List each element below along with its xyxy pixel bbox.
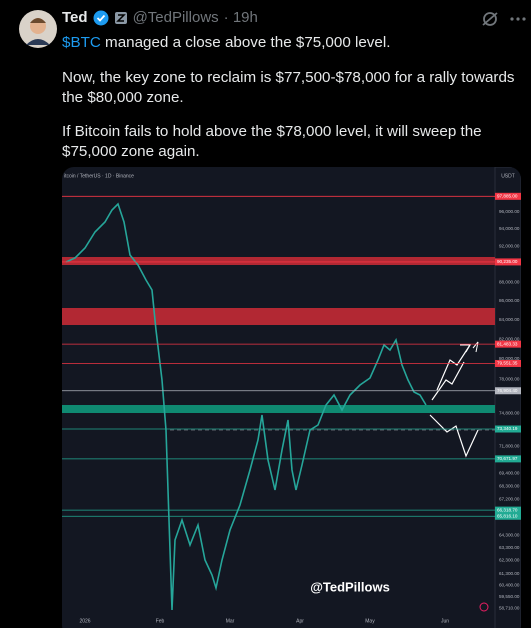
resistance-zone bbox=[62, 257, 495, 265]
price-tick-label: 94,000.00 bbox=[499, 226, 520, 231]
symbol: itcoin / TetherUS · 1D · Binance bbox=[64, 173, 134, 179]
tweet-header: Ted @TedPillows · 19h bbox=[62, 9, 258, 26]
avatar[interactable] bbox=[18, 9, 58, 49]
cashtag[interactable]: $BTC bbox=[62, 34, 101, 51]
price-axis bbox=[494, 167, 521, 628]
price-tick-label: 61,300.00 bbox=[499, 571, 520, 576]
tweet-actions[interactable] bbox=[480, 9, 530, 29]
verified-badge bbox=[93, 10, 109, 25]
price-tick-label: 69,400.00 bbox=[499, 471, 520, 476]
chart-bg bbox=[62, 167, 521, 628]
resistance-zone bbox=[62, 308, 495, 325]
price-tick-label: 63,300.00 bbox=[499, 545, 520, 550]
price-tick-label: 67,200.00 bbox=[499, 497, 520, 502]
price-tick-label: 82,000.00 bbox=[499, 336, 520, 341]
price-tick-label: 59,550.00 bbox=[499, 594, 520, 599]
level-label: 81,483.33 bbox=[497, 341, 518, 346]
x-tick-label: Apr bbox=[296, 618, 304, 624]
price-tick-label: 68,300.00 bbox=[499, 484, 520, 489]
price-tick-label: 74,800.00 bbox=[499, 410, 520, 415]
price-tick-label: 58,710.00 bbox=[499, 606, 520, 611]
scenario-arrows bbox=[429, 344, 479, 458]
x-tick-label: 2026 bbox=[79, 618, 90, 624]
level-label: 79,551.35 bbox=[497, 361, 518, 366]
timestamp[interactable]: · 19h bbox=[223, 9, 258, 26]
price-tick-label: 92,000.00 bbox=[499, 244, 520, 249]
tweet-text: If Bitcoin fails to hold above the $78,0… bbox=[62, 123, 482, 160]
level-tag bbox=[495, 455, 521, 463]
price-tick-label: 71,800.00 bbox=[499, 443, 520, 448]
price-tick-label: 86,000.00 bbox=[499, 298, 520, 303]
handle[interactable]: @TedPillows bbox=[132, 9, 219, 26]
price-tick-label: 64,300.00 bbox=[499, 532, 520, 537]
level-tag bbox=[495, 512, 521, 520]
level-label: 73,340.19 bbox=[497, 426, 518, 431]
currency: USDT bbox=[501, 173, 515, 179]
price-tick-label: 62,300.00 bbox=[499, 558, 520, 563]
level-tag bbox=[495, 258, 521, 266]
arrow-head bbox=[460, 341, 479, 353]
text: managed a close above the $75,000 level. bbox=[100, 34, 391, 51]
x-tick-label: Jun bbox=[441, 618, 449, 624]
price-tick-label: 60,400.00 bbox=[499, 583, 520, 588]
author-name[interactable]: Ted bbox=[62, 9, 88, 26]
price-tick-label: 88,000.00 bbox=[499, 279, 520, 284]
price-tick-label: 80,000.00 bbox=[499, 356, 520, 361]
event-icon bbox=[479, 602, 489, 612]
affiliate-badge bbox=[114, 11, 127, 24]
price-tick-label: 78,000.00 bbox=[499, 377, 520, 382]
level-tag bbox=[495, 387, 521, 395]
x-tick-label: Mar bbox=[226, 618, 235, 624]
price-tick-label: 84,000.00 bbox=[499, 317, 520, 322]
level-tag bbox=[495, 340, 521, 348]
level-label: 65,816.10 bbox=[497, 513, 518, 518]
x-tick-label: Feb bbox=[156, 618, 165, 624]
level-tag bbox=[495, 192, 521, 200]
level-tag bbox=[495, 425, 521, 433]
level-tag bbox=[495, 506, 521, 514]
tweet-text: $BTC managed a close above the $75,000 l… bbox=[62, 33, 524, 53]
watermark: @TedPillows bbox=[310, 579, 390, 594]
tweet-text: Now, the key zone to reclaim is $77,500-… bbox=[62, 69, 515, 106]
price-tick-label: 96,000.00 bbox=[499, 209, 520, 214]
support-zone bbox=[62, 405, 495, 413]
x-tick-label: May bbox=[365, 618, 375, 624]
level-label: 66,318.70 bbox=[497, 507, 518, 512]
level-label: 76,904.40 bbox=[497, 388, 518, 393]
price-path bbox=[65, 202, 427, 611]
level-tag bbox=[495, 359, 521, 367]
level-label: 97,885.00 bbox=[497, 194, 518, 199]
level-label: 70,671.97 bbox=[497, 456, 518, 461]
level-label: 90,235.00 bbox=[497, 259, 518, 264]
